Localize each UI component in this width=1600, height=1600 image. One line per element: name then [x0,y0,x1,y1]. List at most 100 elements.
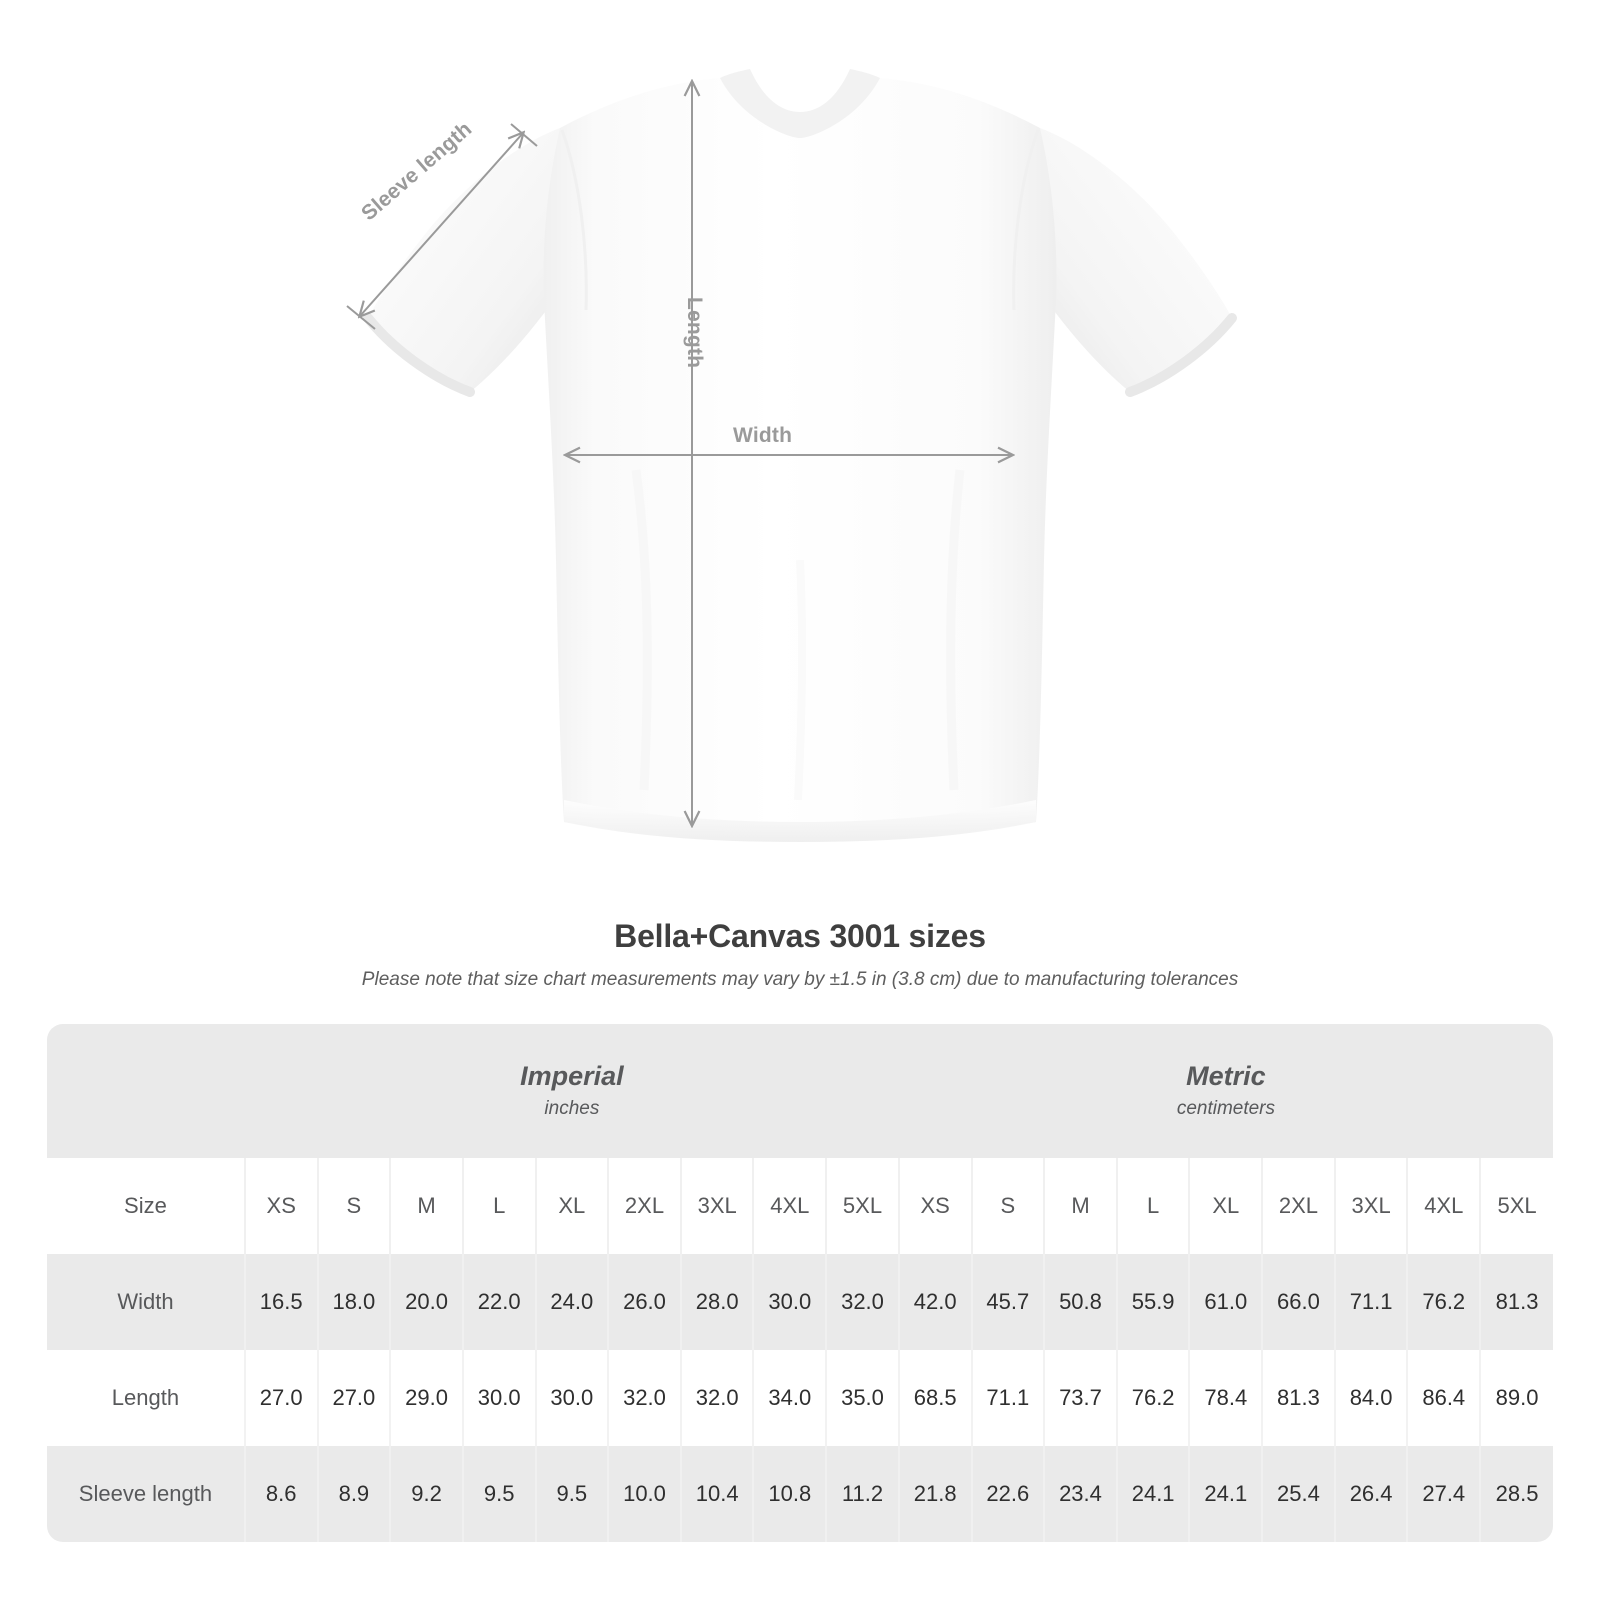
table-cell: 23.4 [1043,1446,1117,1542]
unit-group-imperial: Imperial inches [244,1024,899,1158]
size-header-cell: XL [1188,1158,1263,1254]
page-title: Bella+Canvas 3001 sizes [614,918,986,954]
table-cell: 28.0 [679,1254,754,1350]
unit-group-metric: Metric centimeters [898,1024,1553,1158]
table-cell: 26.0 [607,1254,681,1350]
size-header-cell: 4XL [752,1158,827,1254]
unit-group-metric-unit: centimeters [1176,1097,1276,1119]
table-cell: 68.5 [897,1350,972,1446]
table-cell: 27.0 [316,1350,391,1446]
tshirt-shape [363,69,1237,842]
table-cell: 66.0 [1261,1254,1335,1350]
table-cell: 81.3 [1261,1350,1335,1446]
row-label: Length [47,1350,245,1446]
size-header-cell: L [461,1158,536,1254]
table-cell: 28.5 [1479,1446,1553,1542]
table-cell: 42.0 [897,1254,972,1350]
table-cell: 20.0 [389,1254,463,1350]
table-cell: 76.2 [1406,1254,1481,1350]
table-row: Width 16.5 18.0 20.0 22.0 24.0 26.0 28.0… [47,1254,1553,1350]
unit-band-spacer [47,1024,245,1158]
table-cell: 9.5 [461,1446,536,1542]
size-header-cell: XL [534,1158,609,1254]
table-cell: 8.6 [243,1446,318,1542]
table-cell: 61.0 [1188,1254,1263,1350]
size-header-cell: 3XL [679,1158,754,1254]
size-header-cell: M [389,1158,463,1254]
table-cell: 81.3 [1479,1254,1553,1350]
table-row: Length 27.0 27.0 29.0 30.0 30.0 32.0 32.… [47,1350,1553,1446]
table-cell: 25.4 [1261,1446,1335,1542]
table-cell: 45.7 [970,1254,1045,1350]
size-header-cell: 5XL [825,1158,899,1254]
chart-caption: Bella+Canvas 3001 sizes Please note that… [0,918,1600,991]
table-cell: 29.0 [389,1350,463,1446]
table-cell: 18.0 [316,1254,391,1350]
size-header-cell: S [316,1158,391,1254]
table-cell: 22.0 [461,1254,536,1350]
table-cell: 27.4 [1406,1446,1481,1542]
table-cell: 86.4 [1406,1350,1481,1446]
table-cell: 30.0 [461,1350,536,1446]
right-sleeve [1038,128,1232,392]
table-cell: 34.0 [752,1350,827,1446]
tshirt-svg [346,69,1237,842]
table-cell: 35.0 [825,1350,899,1446]
size-header-label: Size [47,1158,245,1254]
table-cell: 76.2 [1115,1350,1190,1446]
row-label: Sleeve length [47,1446,245,1542]
size-chart-table: Imperial inches Metric centimeters Size … [47,1024,1553,1542]
table-cell: 50.8 [1043,1254,1117,1350]
sleeve-tick-lower [346,305,376,330]
table-cell: 71.1 [970,1350,1045,1446]
sleeve-dimension-line [360,133,523,316]
table-cell: 9.2 [389,1446,463,1542]
size-header-cell: L [1115,1158,1190,1254]
size-header-cell: 3XL [1333,1158,1408,1254]
table-cell: 78.4 [1188,1350,1263,1446]
size-header-cell: 2XL [1261,1158,1335,1254]
table-cell: 24.1 [1188,1446,1263,1542]
table-cell: 26.4 [1333,1446,1408,1542]
tolerance-note: Please note that size chart measurements… [361,969,1239,990]
size-header-cell: M [1043,1158,1117,1254]
row-label: Width [47,1254,245,1350]
right-cuff [1125,313,1237,397]
table-cell: 30.0 [752,1254,827,1350]
table-cell: 32.0 [825,1254,899,1350]
table-row: Sleeve length 8.6 8.9 9.2 9.5 9.5 10.0 1… [47,1446,1553,1542]
table-cell: 9.5 [534,1446,609,1542]
shirt-hem [564,800,1036,842]
table-cell: 11.2 [825,1446,899,1542]
table-cell: 71.1 [1333,1254,1408,1350]
sleeve-tick-upper [510,123,538,147]
width-label: Width [733,424,793,447]
table-cell: 84.0 [1333,1350,1408,1446]
table-cell: 73.7 [1043,1350,1117,1446]
tshirt-illustration: Sleeve length Length Width [346,69,1237,842]
unit-group-metric-name: Metric [1186,1061,1266,1092]
table-cell: 32.0 [679,1350,754,1446]
size-header-cell: S [970,1158,1045,1254]
table-cell: 89.0 [1479,1350,1553,1446]
table-cell: 10.4 [679,1446,754,1542]
table-cell: 32.0 [607,1350,681,1446]
table-cell: 27.0 [243,1350,318,1446]
size-header-cell: XS [897,1158,972,1254]
table-cell: 55.9 [1115,1254,1190,1350]
table-cell: 30.0 [534,1350,609,1446]
table-cell: 22.6 [970,1446,1045,1542]
length-label: Length [683,297,706,369]
left-cuff [363,313,475,397]
size-header-cell: 2XL [607,1158,681,1254]
unit-group-imperial-unit: inches [544,1097,600,1119]
unit-group-imperial-name: Imperial [520,1061,624,1092]
unit-band-row: Imperial inches Metric centimeters [47,1024,1553,1158]
table-cell: 21.8 [897,1446,972,1542]
table-cell: 8.9 [316,1446,391,1542]
shirt-collar [720,69,880,138]
table-cell: 24.1 [1115,1446,1190,1542]
table-cell: 10.0 [607,1446,681,1542]
size-header-cell: 4XL [1406,1158,1481,1254]
size-header-cell: 5XL [1479,1158,1553,1254]
